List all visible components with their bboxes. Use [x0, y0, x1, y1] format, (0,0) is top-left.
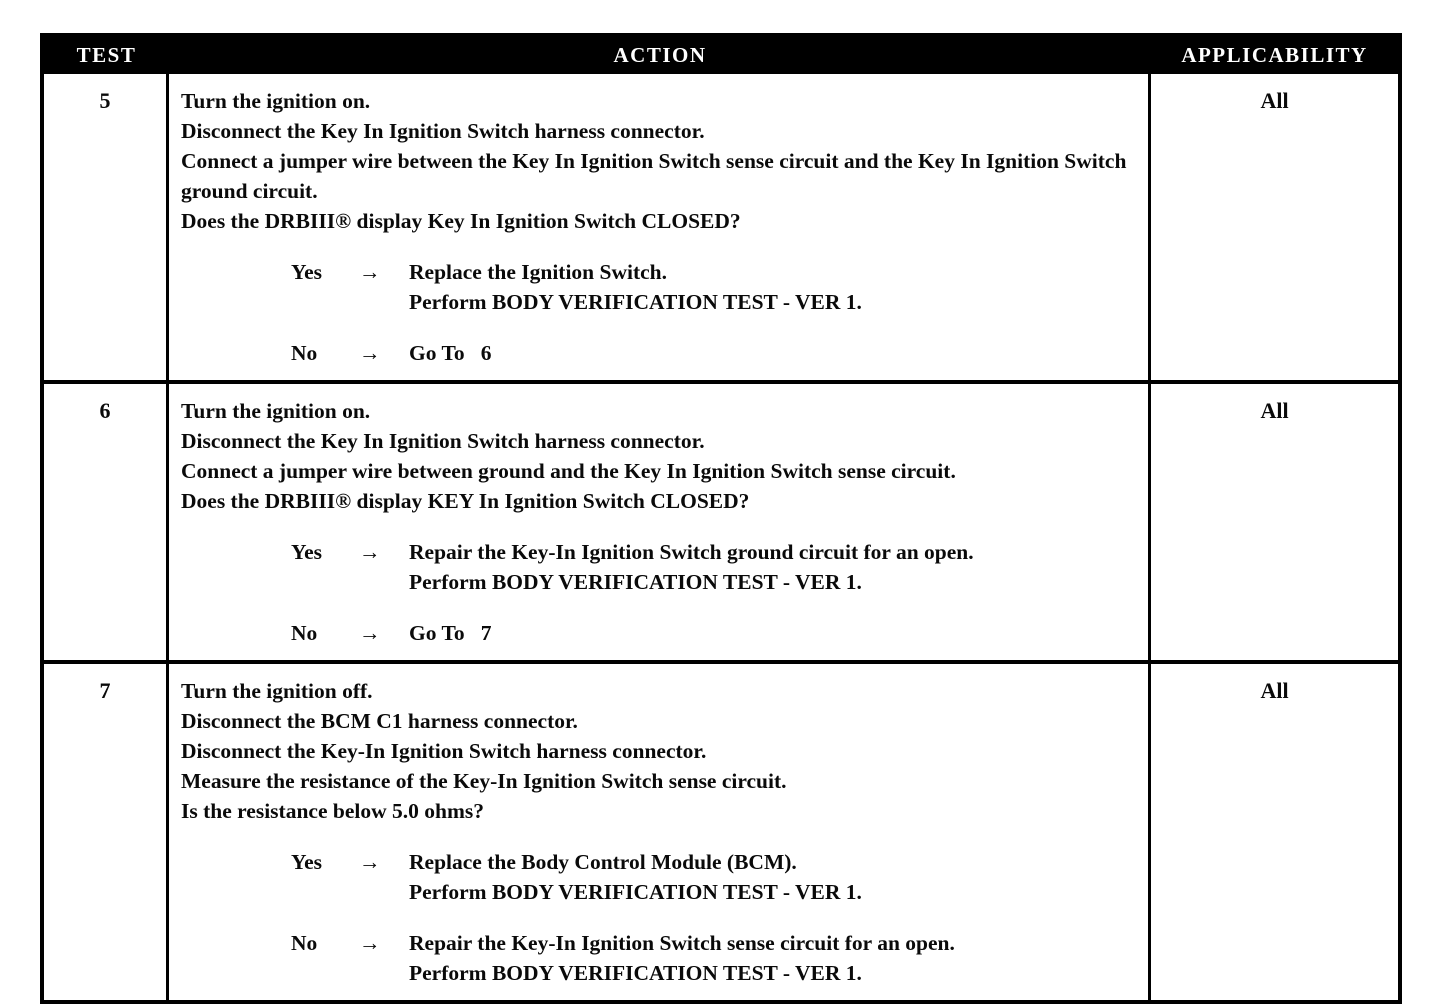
action-line: Connect a jumper wire between the Key In…	[181, 149, 1127, 203]
action-line: Does the DRBIII® display Key In Ignition…	[181, 209, 741, 233]
branch-line: Go To 6	[409, 341, 492, 365]
arrow-right-icon: →	[359, 341, 381, 365]
branch-line: Repair the Key-In Ignition Switch sense …	[409, 931, 955, 955]
action-line: Disconnect the Key In Ignition Switch ha…	[181, 429, 705, 453]
arrow-right-icon: →	[359, 850, 381, 874]
action-cell: Turn the ignition on. Disconnect the Key…	[169, 384, 1151, 660]
branch-result: Replace the Body Control Module (BCM). P…	[409, 847, 1134, 907]
test-number: 5	[44, 74, 169, 380]
applicability-value: All	[1260, 88, 1289, 113]
action-cell: Turn the ignition off. Disconnect the BC…	[169, 664, 1151, 1000]
branch-line: Repair the Key-In Ignition Switch ground…	[409, 540, 974, 564]
table-row-test-5: 5 Turn the ignition on. Disconnect the K…	[44, 74, 1398, 384]
arrow-right-icon: →	[359, 540, 381, 564]
branch-yes: Yes → Repair the Key-In Ignition Switch …	[291, 537, 1134, 597]
header-cell-test: TEST	[76, 43, 137, 67]
action-line: Turn the ignition off.	[181, 679, 373, 703]
action-line: Turn the ignition on.	[181, 89, 371, 113]
action-line: Measure the resistance of the Key-In Ign…	[181, 769, 787, 793]
branch-answer: No	[291, 341, 318, 365]
branch-result: Go To 7	[409, 618, 1134, 648]
action-cell: Turn the ignition on. Disconnect the Key…	[169, 74, 1151, 380]
arrow-right-icon: →	[359, 931, 381, 955]
branch-result: Replace the Ignition Switch. Perform BOD…	[409, 257, 1134, 317]
branch-answer: Yes	[291, 260, 323, 284]
branch-line: Go To 7	[409, 621, 492, 645]
table-row-test-7: 7 Turn the ignition off. Disconnect the …	[44, 664, 1398, 1000]
action-line: Disconnect the BCM C1 harness connector.	[181, 709, 578, 733]
branch-no: No → Go To 7	[291, 618, 1134, 648]
table-header-row: TEST ACTION APPLICABILITY	[44, 37, 1398, 74]
action-line: Does the DRBIII® display KEY In Ignition…	[181, 489, 750, 513]
branch-answer: Yes	[291, 540, 323, 564]
test-number: 7	[44, 664, 169, 1000]
arrow-right-icon: →	[359, 260, 381, 284]
branch-line: Replace the Ignition Switch.	[409, 260, 667, 284]
applicability-value: All	[1260, 678, 1289, 703]
branch-line: Perform BODY VERIFICATION TEST - VER 1.	[409, 961, 862, 985]
applicability-value: All	[1260, 398, 1289, 423]
arrow-right-icon: →	[359, 621, 381, 645]
branch-answer: No	[291, 931, 318, 955]
table-row-test-6: 6 Turn the ignition on. Disconnect the K…	[44, 384, 1398, 664]
header-cell-action: ACTION	[613, 43, 707, 67]
branch-result: Repair the Key-In Ignition Switch sense …	[409, 928, 1134, 988]
branch-no: No → Repair the Key-In Ignition Switch s…	[291, 928, 1134, 988]
action-line: Turn the ignition on.	[181, 399, 371, 423]
branch-yes: Yes → Replace the Ignition Switch. Perfo…	[291, 257, 1134, 317]
branch-result: Repair the Key-In Ignition Switch ground…	[409, 537, 1134, 597]
branch-line: Perform BODY VERIFICATION TEST - VER 1.	[409, 880, 862, 904]
branch-line: Perform BODY VERIFICATION TEST - VER 1.	[409, 570, 862, 594]
header-cell-applicability: APPLICABILITY	[1181, 43, 1368, 67]
action-line: Disconnect the Key-In Ignition Switch ha…	[181, 739, 707, 763]
action-line: Connect a jumper wire between ground and…	[181, 459, 956, 483]
branch-answer: Yes	[291, 850, 323, 874]
action-line: Disconnect the Key In Ignition Switch ha…	[181, 119, 705, 143]
test-number: 6	[44, 384, 169, 660]
action-line: Is the resistance below 5.0 ohms?	[181, 799, 484, 823]
branch-no: No → Go To 6	[291, 338, 1134, 368]
branch-line: Perform BODY VERIFICATION TEST - VER 1.	[409, 290, 862, 314]
diagnostic-test-table: TEST ACTION APPLICABILITY 5 Turn the ign…	[40, 33, 1402, 1004]
branch-result: Go To 6	[409, 338, 1134, 368]
branch-yes: Yes → Replace the Body Control Module (B…	[291, 847, 1134, 907]
branch-answer: No	[291, 621, 318, 645]
branch-line: Replace the Body Control Module (BCM).	[409, 850, 797, 874]
